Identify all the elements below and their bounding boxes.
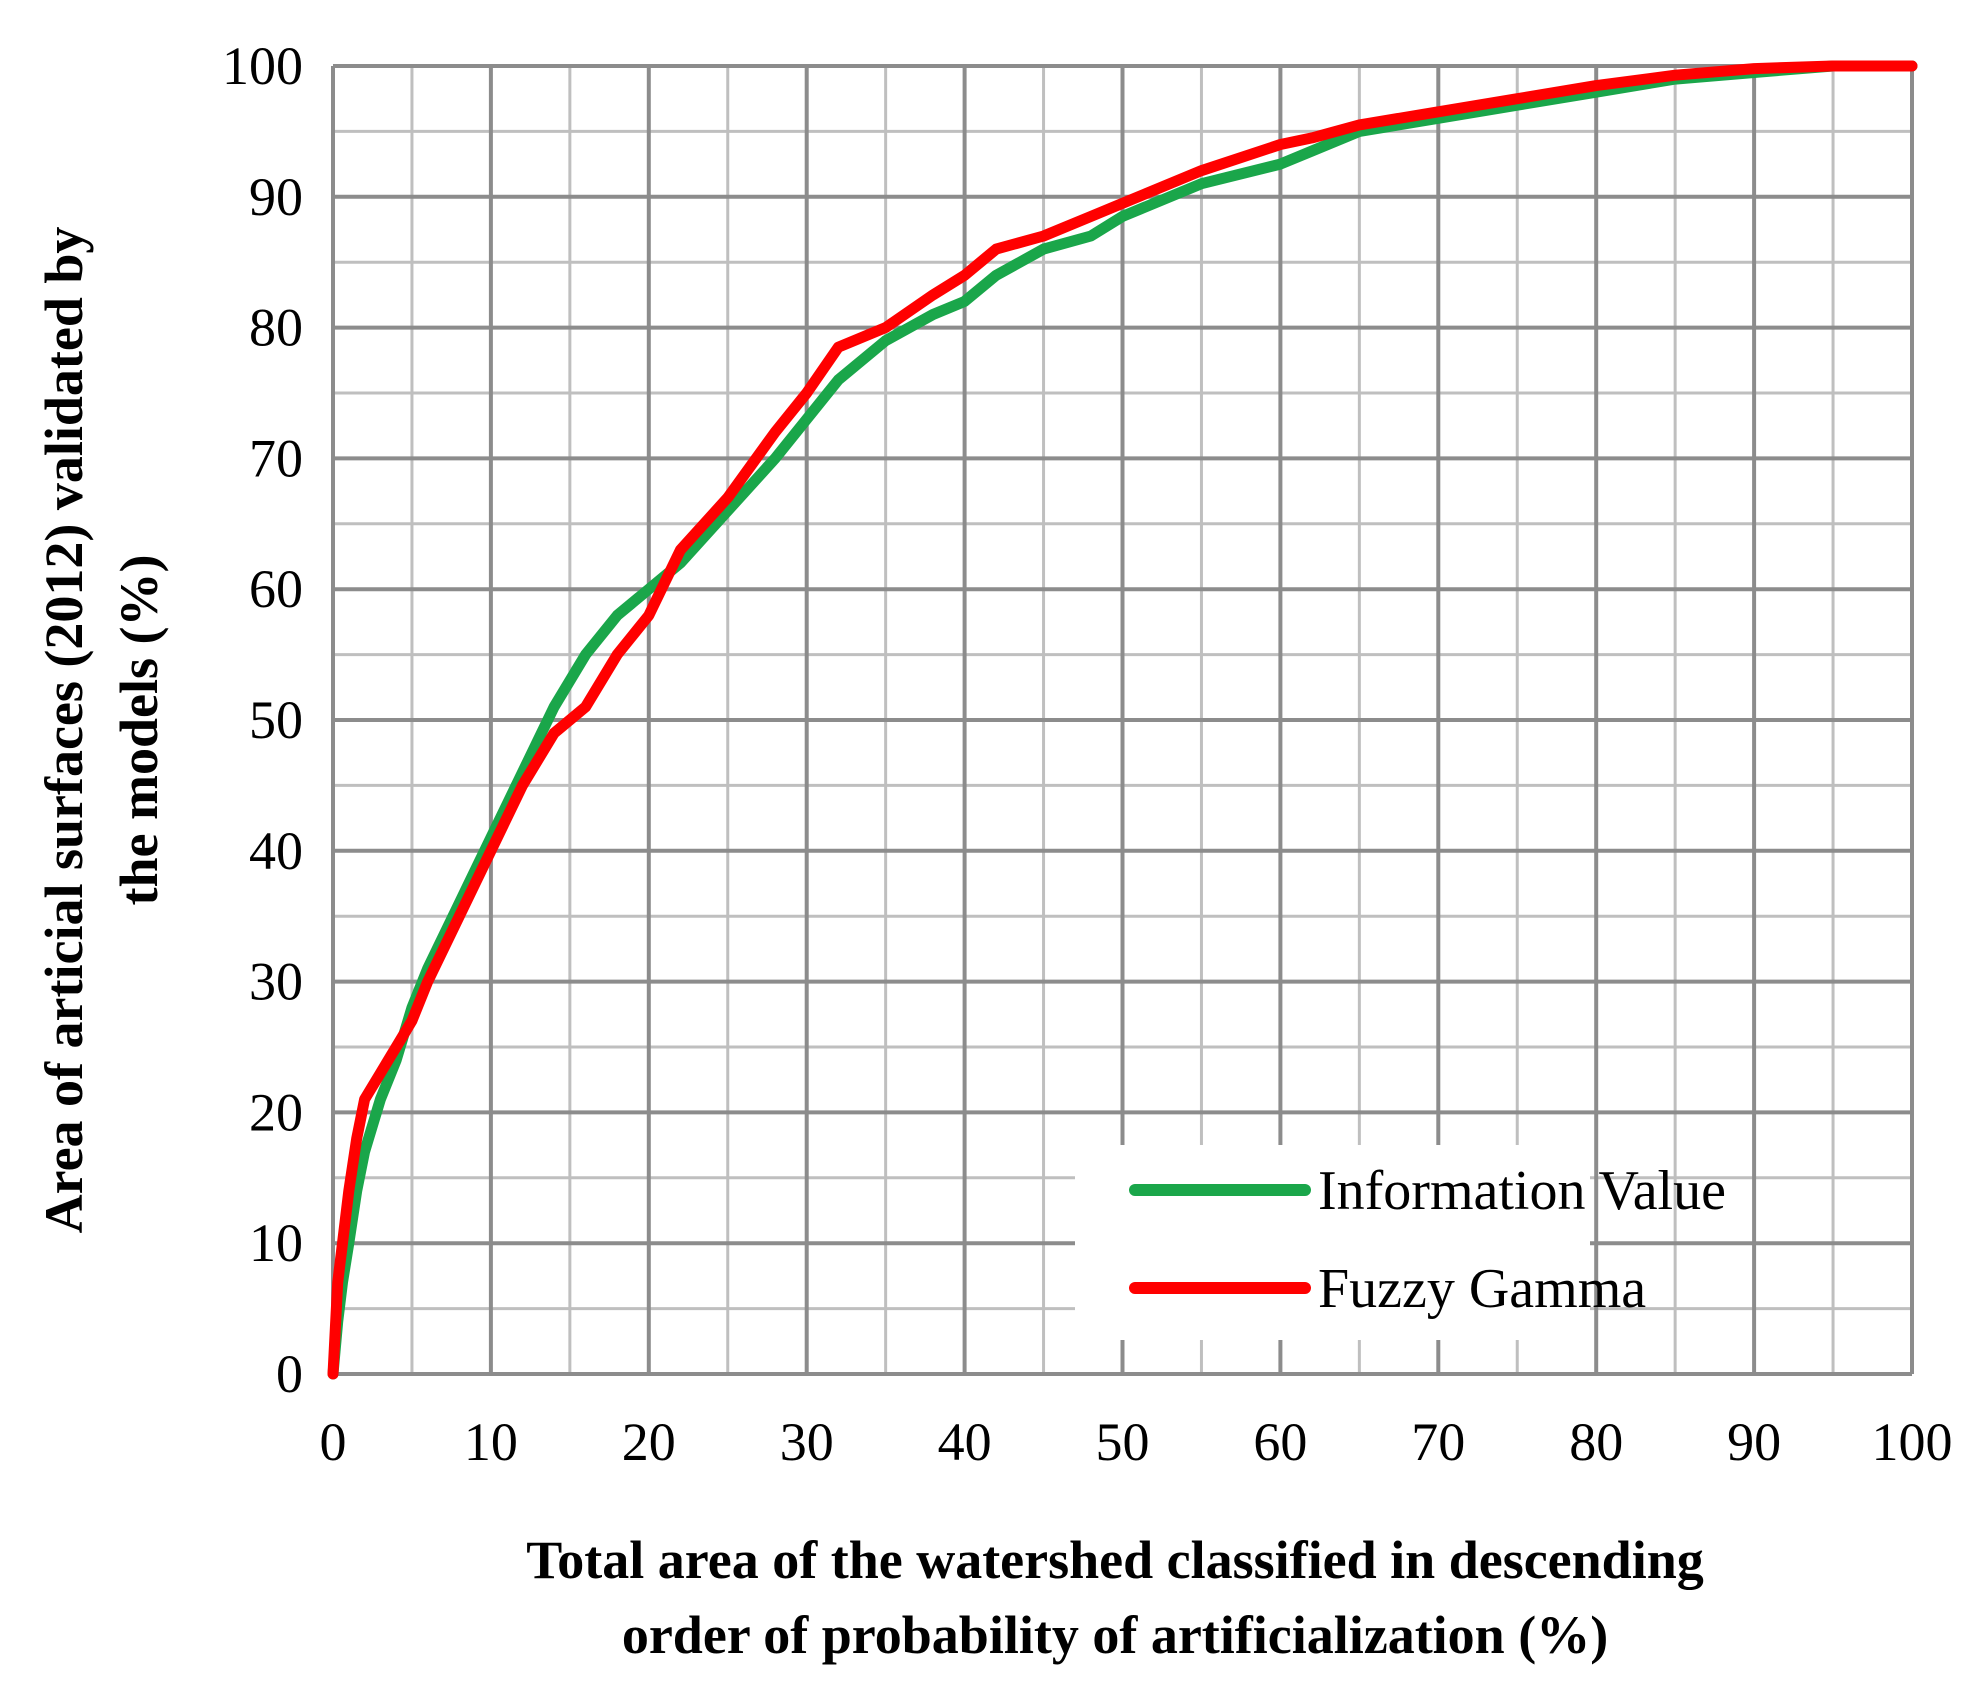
legend-label-information-value: Information Value [1318, 1160, 1726, 1222]
x-axis-ticks: 0 10 20 30 40 50 60 70 80 90 100 [320, 1412, 1953, 1472]
y-tick-label: 100 [222, 36, 303, 96]
y-axis-title-line-1: Area of articial surfaces (2012) validat… [34, 227, 94, 1234]
x-tick-label: 80 [1569, 1412, 1623, 1472]
x-tick-label: 20 [622, 1412, 676, 1472]
y-tick-label: 40 [249, 821, 303, 881]
legend-label-fuzzy-gamma: Fuzzy Gamma [1318, 1258, 1646, 1320]
y-tick-label: 70 [249, 428, 303, 488]
legend: Information Value Fuzzy Gamma [1075, 1145, 1726, 1340]
y-tick-label: 30 [249, 952, 303, 1012]
x-tick-label: 30 [780, 1412, 834, 1472]
x-tick-label: 90 [1727, 1412, 1781, 1472]
y-axis-ticks: 0 10 20 30 40 50 60 70 80 90 100 [222, 36, 303, 1404]
series-line-information-value [327, 60, 1918, 1380]
y-tick-label: 0 [276, 1344, 303, 1404]
x-tick-label: 40 [938, 1412, 992, 1472]
x-axis-title-line-2: order of probability of artificializatio… [622, 1605, 1608, 1665]
series-layer [327, 60, 1918, 1380]
y-tick-label: 90 [249, 167, 303, 227]
y-tick-label: 50 [249, 690, 303, 750]
x-tick-label: 60 [1253, 1412, 1307, 1472]
grid-major [331, 64, 1914, 1376]
x-tick-label: 50 [1096, 1412, 1150, 1472]
x-tick-label: 100 [1872, 1412, 1953, 1472]
x-tick-label: 10 [464, 1412, 518, 1472]
x-axis-title-line-1: Total area of the watershed classified i… [526, 1530, 1704, 1590]
legend-box [1075, 1145, 1590, 1340]
x-tick-label: 0 [320, 1412, 347, 1472]
y-tick-label: 80 [249, 298, 303, 358]
y-tick-label: 60 [249, 559, 303, 619]
x-tick-label: 70 [1411, 1412, 1465, 1472]
y-tick-label: 10 [249, 1213, 303, 1273]
y-axis-title-line-2: the models (%) [109, 555, 169, 906]
y-tick-label: 20 [249, 1082, 303, 1142]
series-line-fuzzy-gamma [327, 60, 1918, 1380]
